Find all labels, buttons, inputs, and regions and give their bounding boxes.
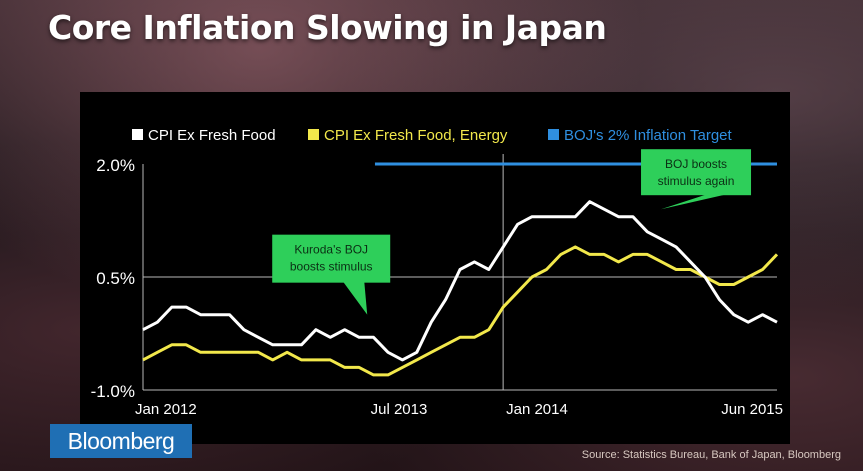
legend-label: CPI Ex Fresh Food, Energy xyxy=(324,127,508,144)
annotation-text: stimulus again xyxy=(658,174,735,188)
page-title: Core Inflation Slowing in Japan xyxy=(48,8,607,47)
x-tick-label: Jun 2015 xyxy=(721,401,783,418)
y-tick-label: 0.5% xyxy=(96,269,135,288)
annotation-text: Kuroda's BOJ xyxy=(294,243,368,257)
legend-swatch xyxy=(308,129,319,140)
annotation-box xyxy=(641,149,752,196)
legend-swatch xyxy=(132,129,143,140)
x-tick-label: Jan 2012 xyxy=(135,401,197,418)
annotation-text: BOJ boosts xyxy=(665,157,727,171)
legend-swatch xyxy=(548,129,559,140)
annotation-pointer xyxy=(343,281,368,315)
annotation-pointer xyxy=(661,194,727,210)
bloomberg-logo: Bloomberg xyxy=(50,424,192,458)
source-note: Source: Statistics Bureau, Bank of Japan… xyxy=(581,449,841,461)
legend-label: CPI Ex Fresh Food xyxy=(148,127,276,144)
legend-label: BOJ's 2% Inflation Target xyxy=(564,127,733,144)
chart-panel: 2.0% 0.5% -1.0% Jan 2012 Jul 2013 Jan 2014 Jun… xyxy=(80,92,790,444)
x-tick-label: Jul 2013 xyxy=(371,401,428,418)
line-chart: 2.0% 0.5% -1.0%Jan 2012 Jul 2013 Jan 2014 Jun… xyxy=(91,127,783,418)
annotation-text: boosts stimulus xyxy=(290,260,373,274)
y-tick-label: -1.0% xyxy=(91,382,135,401)
y-tick-label: 2.0% xyxy=(96,156,135,175)
annotation-box xyxy=(272,234,391,283)
series-line-cpi-ex-fresh-food xyxy=(142,200,778,362)
series-line-cpi-ex-fresh-food-energy xyxy=(142,245,779,377)
x-tick-label: Jan 2014 xyxy=(506,401,568,418)
